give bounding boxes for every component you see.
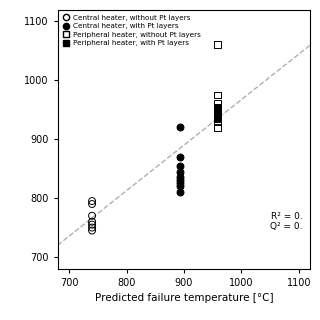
Point [90, 213, 95, 218]
Point [177, 175, 182, 180]
Point [215, 119, 220, 124]
Point [90, 198, 95, 204]
Legend: Central heater, without Pt layers, Central heater, with Pt layers, Peripheral he: Central heater, without Pt layers, Centr… [61, 13, 202, 48]
Point [177, 163, 182, 168]
Point [90, 225, 95, 230]
Point [90, 202, 95, 207]
Point [215, 116, 220, 121]
Point [177, 181, 182, 186]
Point [215, 101, 220, 107]
Point [177, 178, 182, 183]
Point [215, 107, 220, 112]
Point [215, 113, 220, 118]
Point [215, 42, 220, 47]
Point [177, 190, 182, 195]
Point [215, 110, 220, 115]
Point [177, 154, 182, 159]
Point [177, 125, 182, 130]
Text: R² = 0.
Q² = 0.: R² = 0. Q² = 0. [270, 212, 303, 231]
Point [215, 125, 220, 130]
Point [177, 184, 182, 189]
Point [90, 222, 95, 227]
Point [215, 104, 220, 109]
Point [90, 219, 95, 224]
X-axis label: Predicted failure temperature [°C]: Predicted failure temperature [°C] [95, 293, 273, 303]
Point [177, 169, 182, 174]
Point [90, 228, 95, 233]
Point [215, 110, 220, 115]
Point [215, 92, 220, 98]
